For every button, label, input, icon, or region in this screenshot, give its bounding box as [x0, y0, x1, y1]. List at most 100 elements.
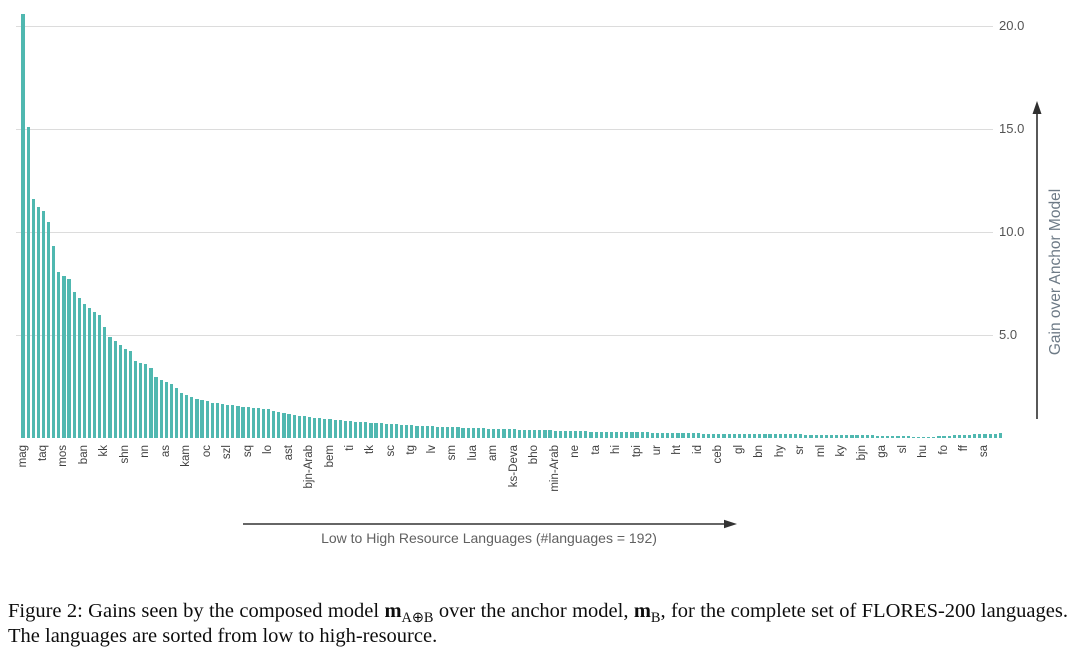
x-axis-tick-label: id: [691, 445, 704, 454]
bar: [891, 435, 895, 438]
bar: [850, 435, 854, 438]
bar: [446, 427, 450, 438]
bar: [835, 434, 839, 438]
bar: [492, 428, 496, 438]
bar: [481, 428, 486, 438]
x-axis-tick-label: ht: [671, 445, 684, 455]
bar: [251, 407, 255, 438]
bar: [661, 432, 665, 438]
bar: [118, 345, 122, 438]
bar: [927, 436, 931, 438]
bar: [41, 211, 46, 438]
bar: [574, 431, 578, 438]
bar: [487, 428, 491, 438]
bar: [31, 199, 35, 438]
bar: [241, 406, 245, 438]
gridline-y-10.0: [16, 232, 993, 233]
math-m-composed: m: [384, 600, 402, 622]
bar: [26, 126, 30, 438]
x-axis-tick-label: sm: [446, 445, 459, 461]
bar: [77, 297, 81, 438]
x-axis-tick-label: ne: [569, 445, 582, 458]
bar: [594, 431, 598, 438]
x-axis-tick-label: ff: [958, 445, 971, 452]
bar: [389, 423, 393, 438]
bar: [886, 435, 890, 438]
bar: [195, 398, 199, 438]
x-axis-tick-label: ti: [343, 445, 356, 451]
bar: [824, 434, 828, 438]
bar: [307, 416, 312, 438]
bar: [527, 429, 532, 438]
bar: [400, 424, 404, 438]
gridline-y-15.0: [16, 129, 993, 130]
bar: [159, 380, 163, 438]
x-axis-tick-label: hy: [773, 445, 786, 458]
caption-text-prefix: Figure 2: Gains seen by the composed mod…: [8, 600, 385, 622]
bar: [139, 362, 143, 438]
bar: [394, 424, 399, 438]
x-axis-tick-label: ceb: [712, 445, 725, 464]
bar: [538, 430, 542, 438]
bar: [174, 387, 179, 438]
bar: [957, 435, 961, 438]
bar: [584, 431, 588, 438]
bar: [36, 207, 40, 438]
bar: [451, 427, 455, 438]
bar: [364, 422, 368, 438]
x-axis-tick-label: ast: [282, 445, 295, 461]
bar: [282, 413, 286, 438]
bar: [896, 435, 900, 438]
bar: [113, 341, 117, 438]
x-axis-tick-label: fo: [937, 445, 950, 455]
x-axis-tick-label: bn: [753, 445, 766, 458]
bar: [533, 429, 537, 438]
bar: [671, 433, 675, 438]
figure-caption: Figure 2: Gains seen by the composed mod…: [8, 599, 1068, 649]
x-axis-tick-label: taq: [36, 445, 49, 461]
x-axis-tick-label: tk: [364, 445, 377, 454]
x-axis-tick-label: sc: [384, 445, 397, 457]
bar: [144, 363, 148, 438]
bar: [379, 423, 383, 438]
bar: [870, 435, 874, 438]
bar: [169, 384, 173, 438]
bar: [543, 430, 547, 438]
x-axis-tick-label: oc: [200, 445, 213, 458]
bar: [466, 427, 470, 438]
math-m-anchor: m: [633, 600, 651, 622]
x-axis-arrow-icon: [243, 519, 737, 529]
bar: [691, 433, 695, 438]
bar: [988, 434, 992, 438]
bar: [548, 430, 552, 438]
bar: [435, 426, 440, 438]
bar: [855, 435, 859, 438]
bar: [128, 351, 133, 438]
bar: [937, 436, 941, 438]
bar: [420, 425, 424, 438]
gridline-y-20.0: [16, 26, 993, 27]
bar: [108, 337, 112, 438]
bar: [722, 433, 726, 438]
bar-chart-plot-area: 5.0 10.0 15.0 20.0 mag taq mos ban kk shn nn as kam o…: [16, 13, 1024, 492]
bar: [681, 433, 685, 438]
bar: [630, 432, 634, 438]
bar: [236, 406, 240, 438]
bar: [292, 415, 296, 438]
bar: [814, 434, 818, 438]
bar: [614, 431, 619, 438]
bar: [650, 432, 654, 438]
bar: [768, 434, 772, 438]
caption-text-suffix: , for the complete set of FLORES-200 lan…: [8, 600, 1068, 647]
bar: [604, 431, 608, 438]
bar: [405, 425, 409, 438]
bar: [359, 421, 363, 438]
bar: [799, 434, 803, 438]
bar: [579, 431, 583, 438]
bar: [220, 404, 225, 438]
x-axis-tick-label: nn: [139, 445, 152, 458]
x-axis-tick-label: bjn: [855, 445, 868, 461]
bar: [599, 431, 603, 438]
gridline-y-5.0: [16, 335, 993, 336]
bar: [313, 417, 317, 438]
